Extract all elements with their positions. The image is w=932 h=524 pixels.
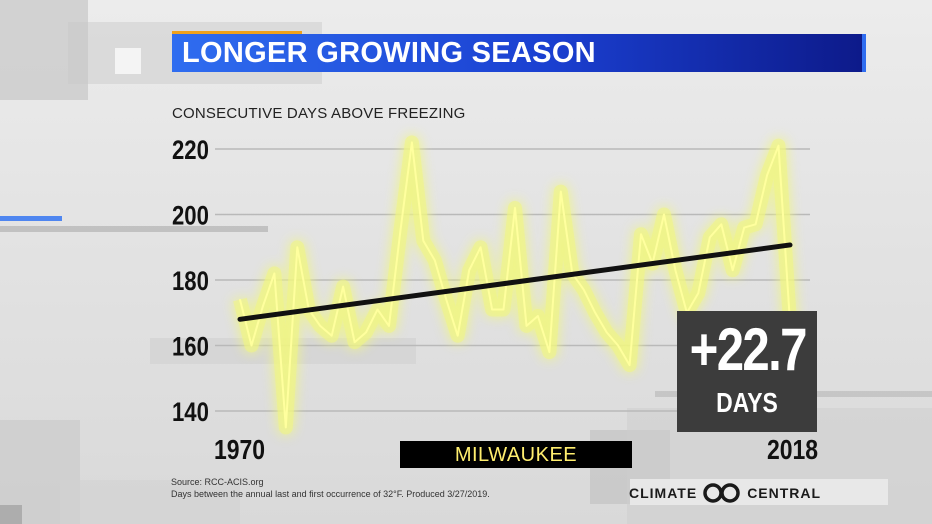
data-point — [239, 298, 241, 301]
data-point — [502, 308, 505, 311]
data-point — [388, 325, 390, 327]
logo-text-left: CLIMATE — [629, 485, 698, 501]
data-point — [663, 213, 665, 216]
data-point — [537, 315, 539, 317]
background-panel — [60, 480, 240, 524]
background-panel — [0, 505, 22, 524]
change-unit: DAYS — [716, 387, 778, 418]
source-text: Source: RCC-ACIS.org — [171, 477, 264, 487]
background-panel — [115, 48, 141, 74]
y-tick-label: 140 — [172, 398, 209, 428]
data-point — [273, 272, 276, 275]
data-point — [365, 331, 367, 334]
data-point — [708, 236, 711, 239]
data-point — [560, 190, 562, 193]
data-point — [433, 259, 436, 262]
location-label: MILWAUKEE — [400, 441, 632, 468]
x-end-label: 2018 — [767, 434, 819, 465]
data-point — [754, 223, 757, 226]
data-point — [456, 334, 459, 337]
data-point — [582, 289, 585, 291]
data-point — [548, 351, 551, 353]
chart-title: LONGER GROWING SEASON — [182, 37, 596, 69]
data-point — [743, 226, 745, 229]
background-panel — [0, 216, 62, 221]
data-point — [319, 325, 322, 327]
data-point — [422, 239, 425, 242]
data-point — [525, 325, 528, 327]
data-point — [399, 230, 402, 232]
y-tick-label: 200 — [172, 202, 209, 232]
data-point — [697, 292, 700, 294]
y-tick-label: 160 — [172, 333, 209, 363]
data-point — [262, 305, 264, 308]
data-point — [353, 341, 356, 344]
data-point — [731, 269, 734, 271]
chart-subtitle: CONSECUTIVE DAYS ABOVE FREEZING — [172, 105, 466, 122]
data-point — [720, 223, 723, 226]
climate-central-logo-icon — [703, 483, 740, 503]
y-tick-label: 180 — [172, 267, 209, 297]
data-point — [250, 344, 253, 347]
data-point — [640, 233, 642, 235]
data-point — [342, 285, 344, 288]
trend-line — [237, 242, 793, 322]
data-point — [468, 269, 470, 271]
data-point — [411, 141, 413, 144]
data-point — [376, 308, 379, 311]
x-start-label: 1970 — [214, 434, 266, 465]
y-tick-label: 220 — [172, 136, 209, 166]
data-point — [605, 331, 608, 334]
title-bar: LONGER GROWING SEASON — [172, 31, 866, 72]
data-point — [617, 344, 619, 347]
source-note: Days between the annual last and first o… — [171, 489, 490, 499]
data-point — [445, 298, 448, 301]
climate-central-logo: CLIMATE CENTRAL — [629, 483, 821, 503]
background-panel — [0, 0, 88, 100]
background-panel — [630, 479, 888, 505]
data-point — [514, 207, 516, 209]
change-value: +22.7 — [689, 316, 808, 383]
data-point — [479, 246, 482, 249]
title-accent — [172, 31, 302, 34]
data-point — [285, 426, 287, 429]
background-panel — [0, 226, 268, 232]
data-point — [628, 364, 631, 366]
data-point — [330, 334, 333, 337]
data-point — [766, 174, 768, 176]
change-callout: +22.7 DAYS — [677, 311, 817, 432]
logo-text-right: CENTRAL — [747, 485, 822, 501]
data-point — [777, 144, 780, 147]
data-point — [296, 246, 299, 249]
data-point — [674, 269, 677, 271]
data-point — [491, 308, 493, 311]
data-point — [594, 311, 597, 314]
